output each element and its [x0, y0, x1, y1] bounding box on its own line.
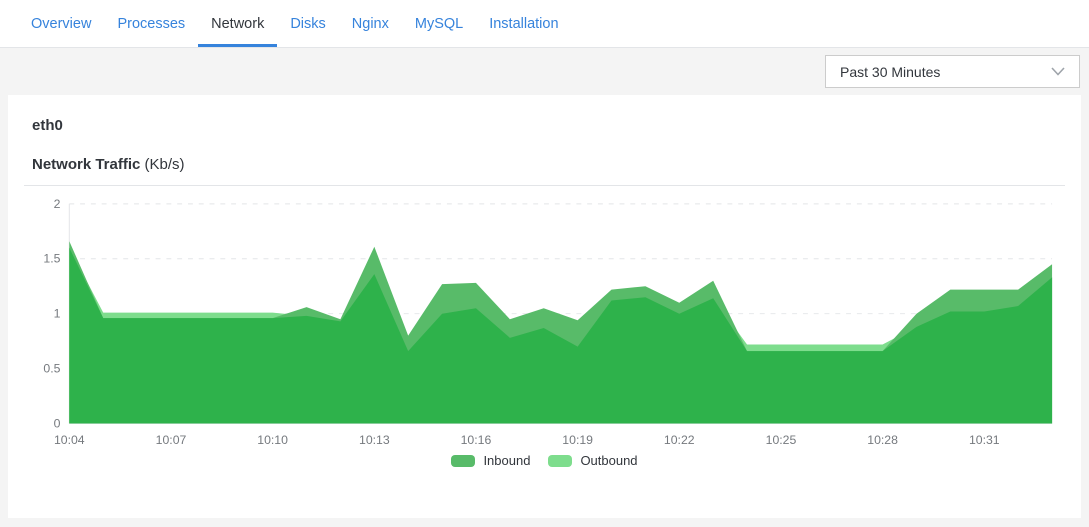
chart-legend: Inbound Outbound [32, 453, 1057, 468]
svg-text:10:13: 10:13 [359, 433, 390, 447]
heading-divider [24, 185, 1065, 186]
chart-title-unit: (Kb/s) [144, 156, 185, 173]
interface-name: eth0 [32, 117, 63, 134]
time-range-value: Past 30 Minutes [840, 63, 941, 80]
chart-title: Network Traffic (Kb/s) [32, 156, 1057, 173]
svg-text:10:28: 10:28 [867, 433, 898, 447]
time-range-select[interactable]: Past 30 Minutes [825, 55, 1080, 88]
toolbar: Past 30 Minutes [0, 48, 1089, 95]
inbound-swatch-icon [451, 454, 476, 467]
tab-disks[interactable]: Disks [290, 15, 326, 32]
tab-overview[interactable]: Overview [31, 15, 92, 32]
svg-text:2: 2 [54, 197, 61, 211]
tab-nginx[interactable]: Nginx [351, 15, 389, 32]
legend-label-outbound: Outbound [580, 453, 638, 469]
tab-installation[interactable]: Installation [489, 15, 559, 32]
svg-text:10:31: 10:31 [969, 433, 1000, 447]
svg-text:10:19: 10:19 [562, 433, 593, 447]
legend-item-inbound: Inbound [451, 453, 530, 468]
tab-processes[interactable]: Processes [117, 15, 186, 32]
tab-mysql[interactable]: MySQL [414, 15, 464, 32]
network-card: eth0 Network Traffic (Kb/s) 0 0.5 1 1.5 2 10:… [8, 95, 1081, 518]
svg-text:0: 0 [54, 416, 61, 430]
tab-network[interactable]: Network [198, 0, 278, 47]
svg-text:10:22: 10:22 [664, 433, 695, 447]
svg-text:0.5: 0.5 [43, 362, 60, 376]
chevron-down-icon [1051, 67, 1065, 76]
outbound-swatch-icon [548, 454, 573, 467]
legend-label-inbound: Inbound [483, 453, 531, 469]
chart-title-text: Network Traffic [32, 156, 141, 173]
legend-item-outbound: Outbound [548, 453, 638, 469]
svg-text:1: 1 [54, 307, 61, 321]
svg-text:10:07: 10:07 [156, 433, 187, 447]
svg-text:10:04: 10:04 [54, 433, 85, 447]
svg-text:10:10: 10:10 [257, 433, 288, 447]
svg-text:1.5: 1.5 [43, 252, 60, 266]
svg-text:10:25: 10:25 [766, 433, 797, 447]
network-traffic-chart: 0 0.5 1 1.5 2 10:04 10:07 10:10 10:13 10:16 10:19 1… [32, 196, 1057, 449]
svg-text:10:16: 10:16 [461, 433, 492, 447]
tab-bar: Overview Processes Network Disks Nginx M… [0, 0, 1089, 48]
